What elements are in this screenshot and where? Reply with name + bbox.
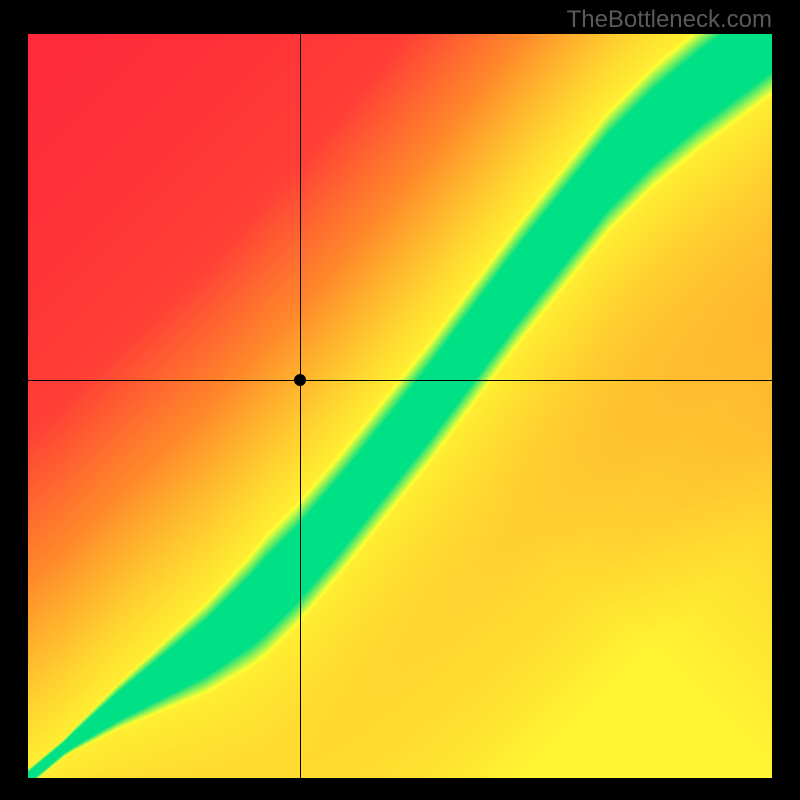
crosshair-vertical bbox=[300, 34, 301, 778]
chart-container: TheBottleneck.com bbox=[0, 0, 800, 800]
watermark: TheBottleneck.com bbox=[567, 6, 772, 34]
crosshair-marker bbox=[294, 374, 306, 386]
bottleneck-heatmap bbox=[28, 34, 772, 778]
crosshair-horizontal bbox=[28, 380, 772, 381]
